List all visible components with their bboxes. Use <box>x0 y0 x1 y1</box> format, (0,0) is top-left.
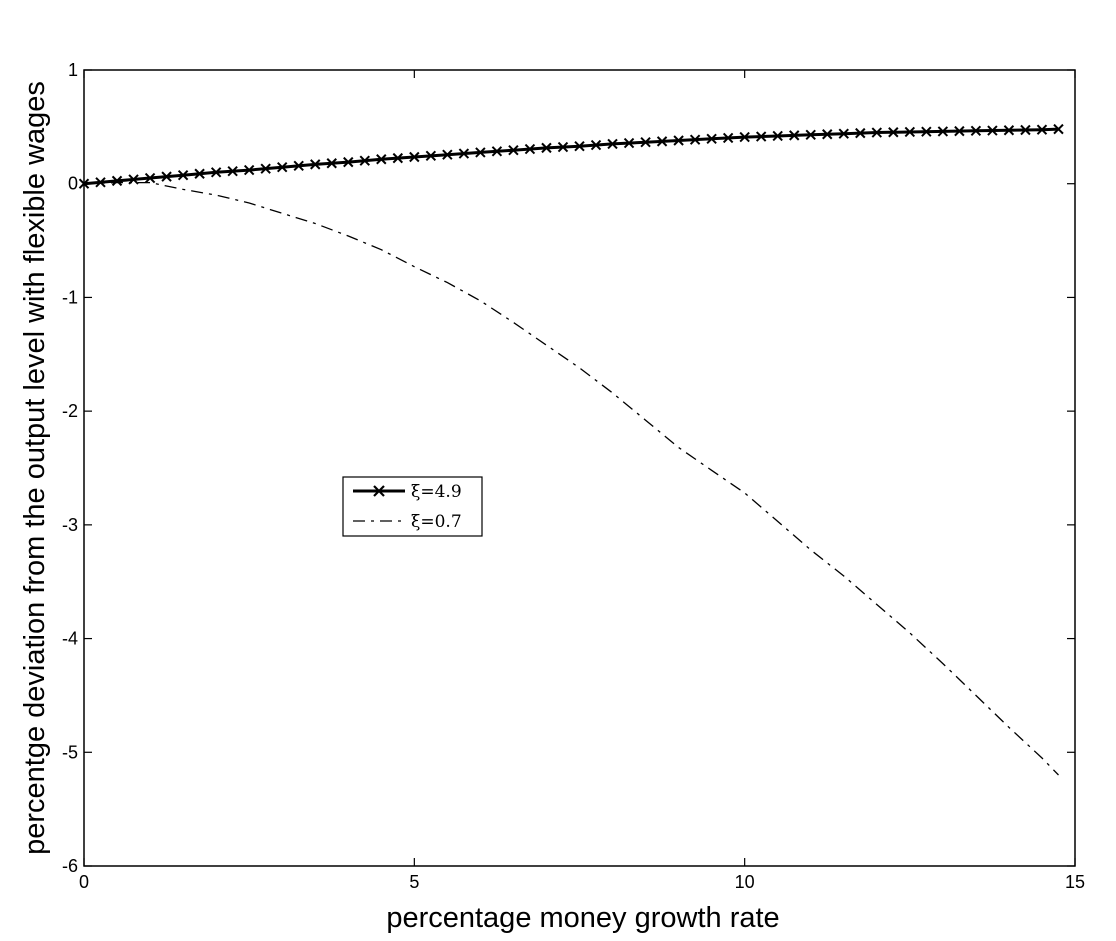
data-point-series-1 <box>177 169 189 181</box>
y-tick-label: -3 <box>62 515 78 535</box>
y-tick-label: 1 <box>68 60 78 80</box>
data-point-series-1 <box>838 128 849 139</box>
legend-marker-series-1 <box>373 485 385 497</box>
data-point-series-1 <box>491 146 503 157</box>
data-point-series-1 <box>442 149 453 160</box>
data-point-series-1 <box>987 125 998 136</box>
data-point-series-1 <box>144 172 156 184</box>
legend-text-series-2: ξ=0.7 <box>411 512 462 532</box>
data-point-series-1 <box>376 154 387 165</box>
data-point-series-1 <box>541 142 552 154</box>
x-tick-label: 10 <box>735 872 755 892</box>
data-point-series-1 <box>1003 125 1015 136</box>
data-point-series-1 <box>161 171 172 182</box>
data-point-series-1 <box>855 127 866 139</box>
data-point-series-1 <box>722 132 734 144</box>
data-point-series-1 <box>310 159 321 170</box>
series-line-2 <box>83 181 1059 776</box>
y-tick-label: -4 <box>62 629 78 649</box>
y-tick-label: -1 <box>62 287 78 307</box>
data-point-series-1 <box>359 155 370 166</box>
data-point-series-1 <box>276 162 288 173</box>
data-point-series-1 <box>789 130 800 141</box>
data-point-series-1 <box>210 167 222 178</box>
data-point-series-1 <box>78 178 90 189</box>
data-point-series-1 <box>755 131 767 142</box>
data-point-series-1 <box>557 141 569 153</box>
data-point-series-1 <box>326 158 337 169</box>
data-point-series-1 <box>425 150 437 162</box>
data-point-series-1 <box>409 151 420 163</box>
data-point-series-1 <box>888 127 899 138</box>
data-point-series-1 <box>590 139 602 151</box>
data-point-series-1 <box>293 160 304 172</box>
data-point-series-1 <box>1053 123 1064 135</box>
data-point-series-1 <box>243 164 255 176</box>
legend-box <box>342 476 483 537</box>
data-point-series-1 <box>656 136 668 147</box>
data-point-series-1 <box>921 126 932 137</box>
y-tick-label: -5 <box>62 742 78 762</box>
legend-text-series-1: ξ=4.9 <box>411 482 462 502</box>
data-point-series-1 <box>574 140 585 152</box>
data-point-series-1 <box>871 127 883 138</box>
data-point-series-1 <box>607 138 618 150</box>
data-point-series-1 <box>508 144 519 156</box>
data-point-series-1 <box>904 126 916 138</box>
data-point-series-1 <box>260 163 271 174</box>
legend: ξ=4.9 ξ=0.7 <box>342 476 483 537</box>
data-point-series-1 <box>772 130 783 142</box>
data-point-series-1 <box>623 137 635 149</box>
y-tick-label: 0 <box>68 174 78 194</box>
data-point-series-1 <box>194 168 205 179</box>
data-point-series-1 <box>524 143 536 155</box>
x-axis-label: percentage money growth rate <box>386 902 779 934</box>
x-tick-label: 15 <box>1065 872 1085 892</box>
y-axis-label: percentge deviation from the output leve… <box>19 81 51 855</box>
data-point-series-1 <box>937 126 949 137</box>
data-point-series-1 <box>111 175 123 187</box>
data-point-series-1 <box>227 165 238 177</box>
y-tick-label: -2 <box>62 401 78 421</box>
data-point-series-1 <box>805 129 816 141</box>
series-layer <box>78 123 1064 776</box>
data-point-series-1 <box>1020 124 1031 136</box>
data-point-series-1 <box>970 125 982 137</box>
data-point-series-1 <box>689 134 701 145</box>
data-point-series-1 <box>475 147 486 158</box>
data-point-series-1 <box>739 131 750 143</box>
plot-area <box>83 69 1076 867</box>
data-point-series-1 <box>640 137 651 148</box>
data-point-series-1 <box>392 152 404 164</box>
data-point-series-1 <box>458 148 470 159</box>
data-point-series-1 <box>343 156 354 168</box>
data-point-series-1 <box>954 125 965 137</box>
data-point-series-1 <box>1036 124 1048 135</box>
x-tick-label: 0 <box>79 872 89 892</box>
data-point-series-1 <box>706 133 717 145</box>
y-tick-label: -6 <box>62 856 78 876</box>
data-point-series-1 <box>95 177 106 188</box>
data-point-series-1 <box>673 135 684 146</box>
data-point-series-1 <box>822 129 833 140</box>
x-tick-label: 5 <box>409 872 419 892</box>
